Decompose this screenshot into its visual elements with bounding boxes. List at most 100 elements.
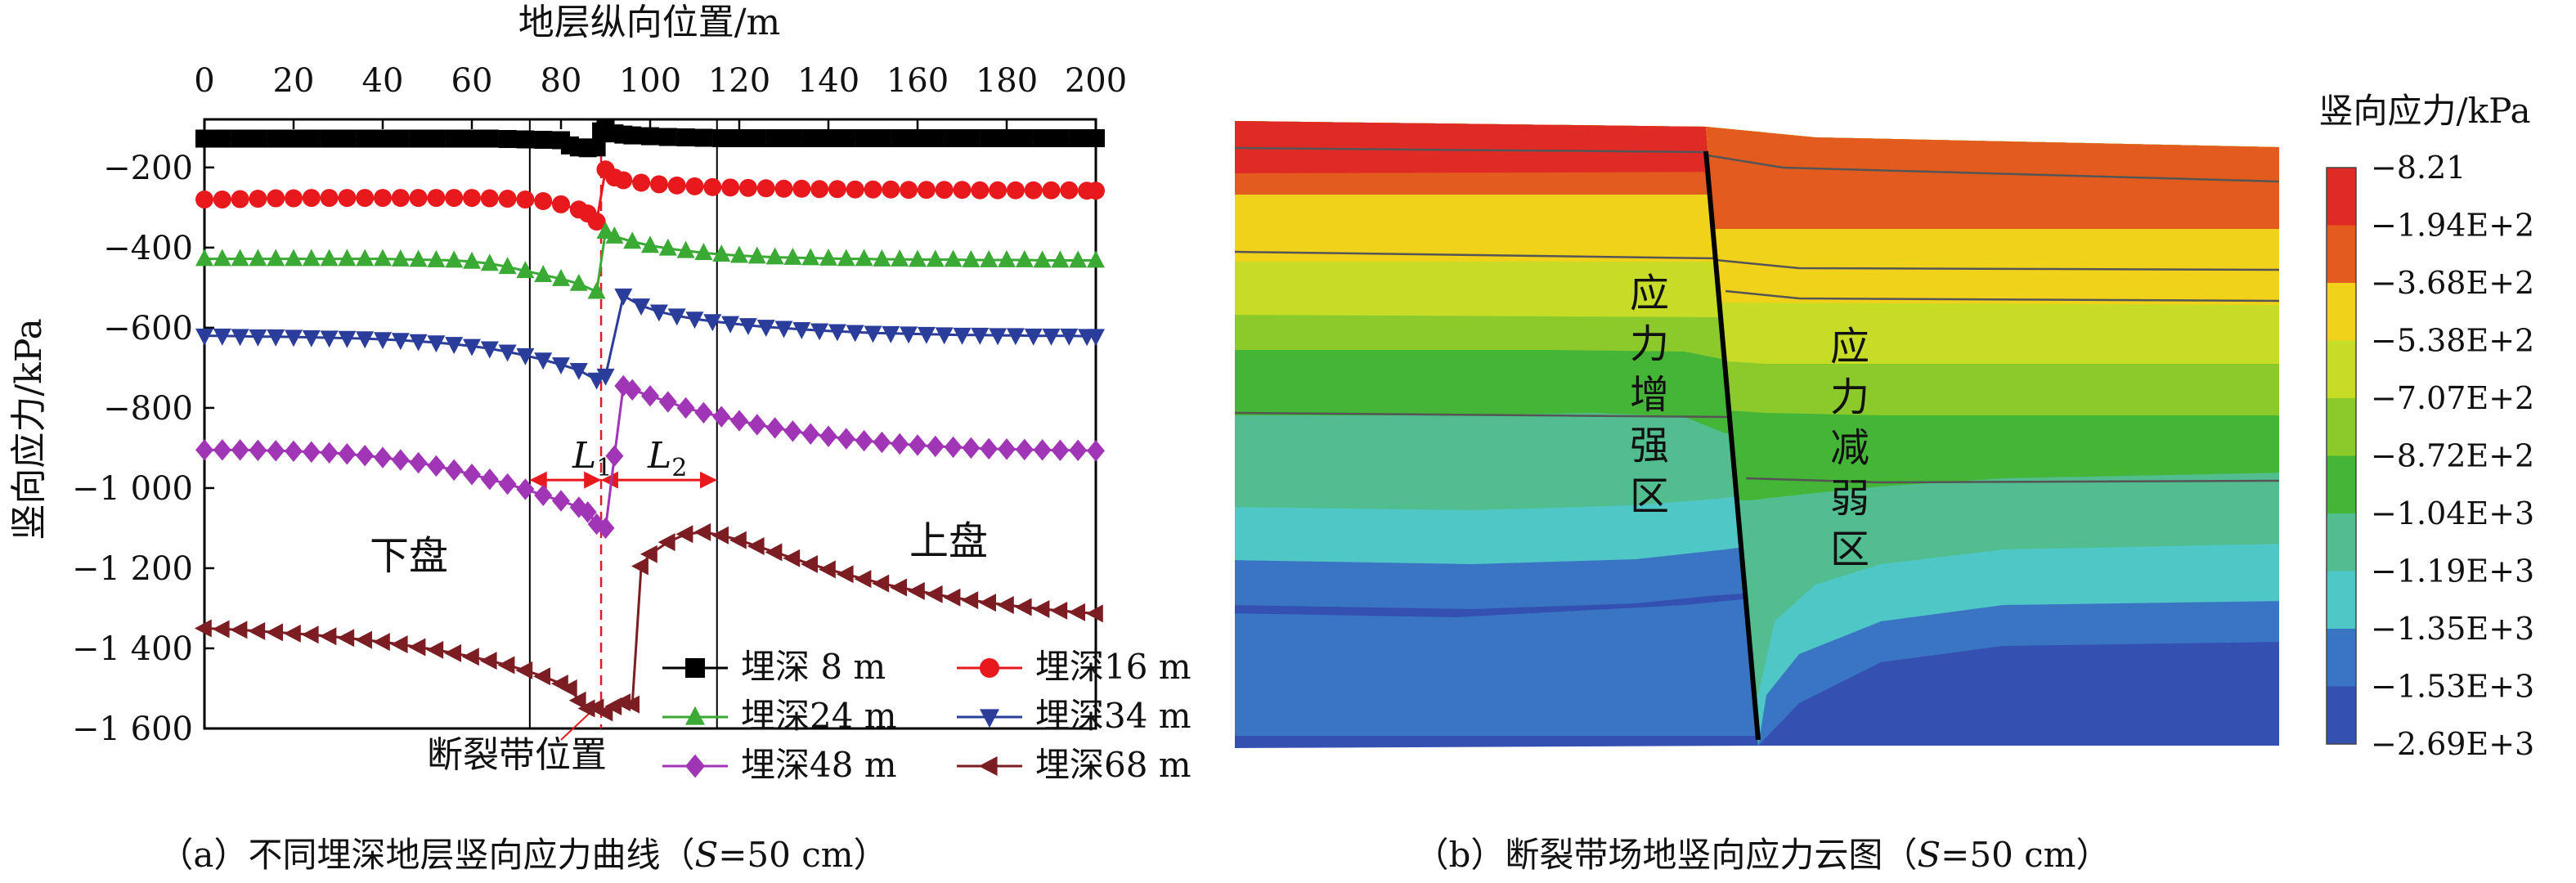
series-4 (195, 288, 1105, 390)
data-point (338, 249, 357, 267)
data-point (998, 129, 1016, 148)
data-point (480, 468, 499, 491)
data-point (249, 129, 267, 148)
data-point (962, 129, 981, 148)
data-point (765, 417, 784, 439)
data-point (996, 596, 1014, 615)
data-point (676, 128, 695, 147)
data-point (917, 181, 936, 199)
y-tick-label: −1 200 (72, 550, 193, 588)
data-point (194, 619, 212, 638)
data-point (463, 338, 481, 356)
zone-char: 弱 (1830, 476, 1869, 522)
data-point (971, 181, 990, 199)
data-point (837, 249, 855, 267)
data-point (738, 318, 757, 336)
series-1 (195, 118, 1105, 158)
data-point (559, 679, 577, 697)
data-point (792, 179, 811, 198)
data-point (445, 459, 464, 482)
data-point (667, 176, 686, 195)
x-tick-labels: 0 20 40 60 80 100 120 140 160 180 200 (194, 62, 1127, 100)
data-point (480, 253, 499, 271)
data-point (213, 190, 231, 209)
data-point (249, 249, 267, 267)
data-point (552, 195, 570, 213)
data-point (409, 451, 428, 474)
data-point (1051, 250, 1070, 268)
y-tick-label: −200 (103, 150, 193, 187)
data-point (925, 585, 943, 603)
data-point (195, 129, 213, 148)
fault-position-label: 断裂带位置 (427, 734, 607, 776)
x-tick-label: 40 (362, 62, 404, 100)
data-point (998, 438, 1016, 460)
data-point (578, 501, 597, 523)
y-tick-label: −1 600 (72, 710, 193, 748)
data-point (703, 314, 722, 332)
data-point (213, 328, 231, 346)
data-point (873, 129, 891, 148)
colorbar-swatch (2327, 340, 2356, 399)
data-point (195, 328, 213, 346)
data-point (712, 406, 731, 428)
data-point (774, 179, 793, 198)
data-point (319, 627, 337, 646)
data-point (756, 179, 775, 198)
data-point (641, 235, 659, 253)
x-tick-label: 20 (273, 62, 315, 100)
data-point (267, 440, 285, 462)
data-point (249, 190, 267, 208)
data-point (1014, 598, 1032, 616)
data-point (587, 513, 606, 536)
x-tick-label: 60 (451, 62, 493, 100)
data-point (944, 436, 963, 459)
data-point (962, 249, 981, 267)
data-point (907, 581, 925, 600)
data-point (685, 312, 704, 329)
data-point (729, 531, 747, 549)
data-point (285, 249, 303, 267)
x-tick-label: 140 (797, 62, 859, 100)
colorbar-swatch (2327, 398, 2356, 456)
zone-char: 应 (1630, 271, 1669, 316)
y-tick-label: −1 400 (72, 630, 193, 668)
data-point (461, 648, 479, 666)
data-point (1006, 328, 1025, 346)
series-line (204, 229, 1096, 294)
colorbar-tick-label: −3.68E+2 (2371, 265, 2534, 301)
legend-label: 埋深68 m (1035, 745, 1192, 785)
data-point (926, 435, 945, 458)
series-group (194, 118, 1105, 722)
data-point (463, 129, 481, 148)
data-point (480, 341, 499, 359)
data-point (356, 129, 375, 148)
data-point (231, 249, 249, 267)
data-point (463, 464, 481, 486)
data-point (372, 633, 390, 652)
data-point (1051, 439, 1070, 462)
legend: 埋深 8 m 埋深16 m 埋深24 m 埋深34 m 埋深48 m 埋深68 m (662, 647, 1192, 785)
data-point (900, 181, 918, 199)
data-point (909, 434, 927, 456)
data-point (409, 129, 428, 148)
data-point (1087, 182, 1105, 200)
y-axis-label: 竖向应力/kPa (8, 318, 50, 540)
data-point (301, 625, 319, 644)
x-tick-label: 180 (976, 62, 1038, 100)
data-point (864, 180, 882, 199)
data-point (846, 180, 864, 199)
colorbar-frame (2326, 167, 2357, 745)
data-point (712, 244, 731, 262)
data-point (320, 441, 339, 464)
data-point (756, 320, 775, 337)
data-point (1006, 181, 1025, 199)
data-point (534, 191, 553, 210)
data-point (427, 455, 446, 477)
data-point (694, 128, 713, 147)
data-point (765, 247, 784, 265)
data-point (980, 129, 999, 148)
data-point (409, 249, 428, 267)
